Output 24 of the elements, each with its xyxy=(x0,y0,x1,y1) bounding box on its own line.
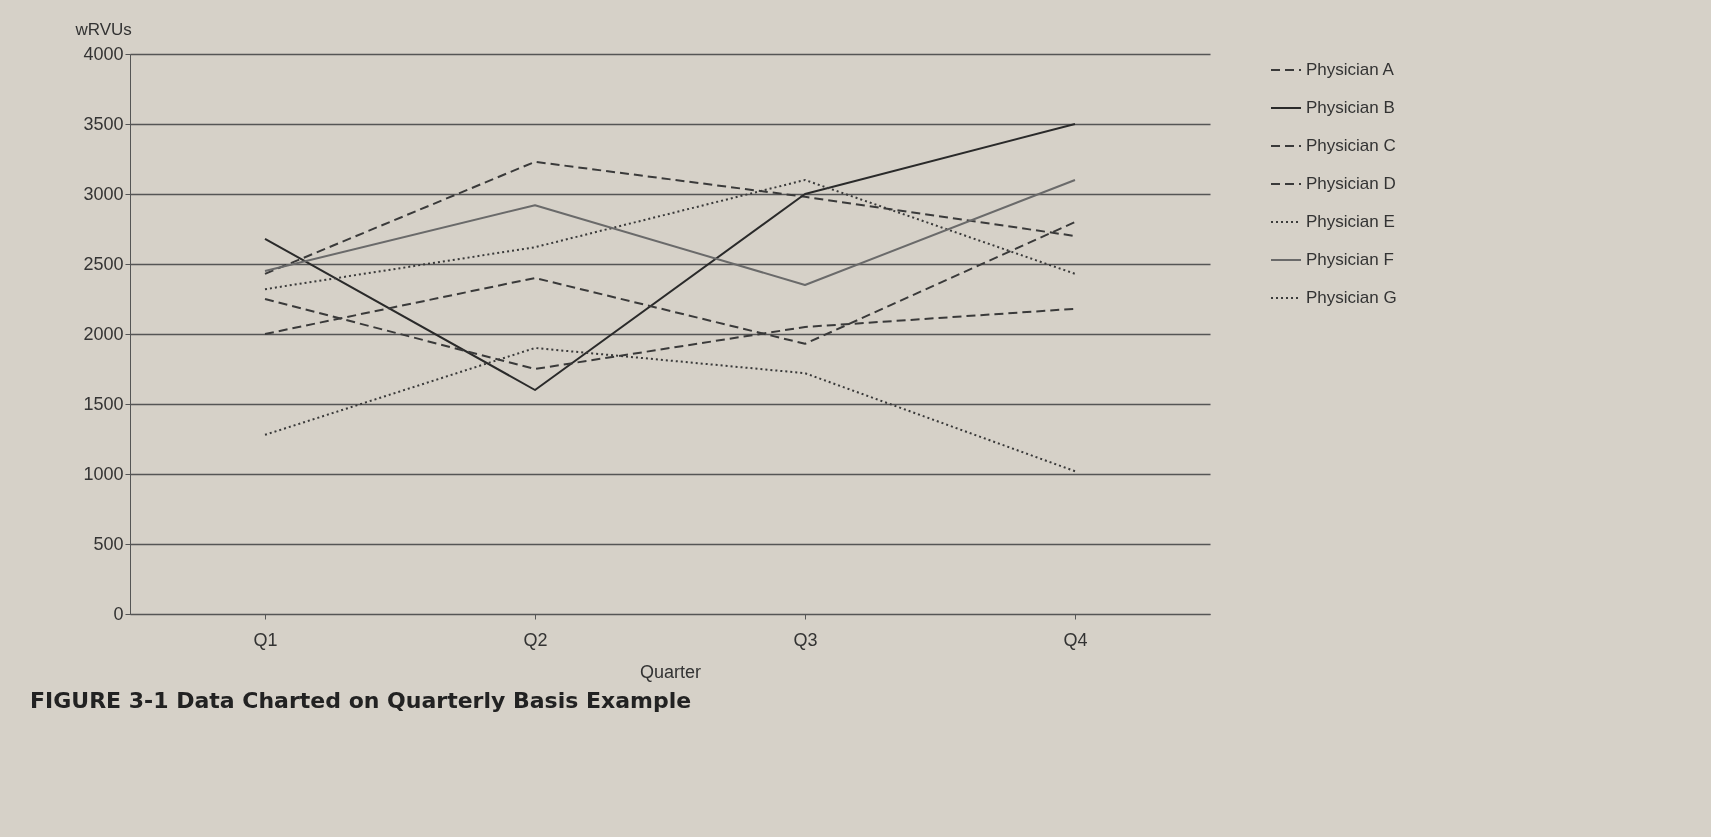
y-tick-label: 2500 xyxy=(83,253,124,274)
legend-label: Physician F xyxy=(1306,250,1394,269)
x-tick-label: Q1 xyxy=(253,629,278,650)
y-tick-label: 1500 xyxy=(83,393,124,414)
legend-label: Physician C xyxy=(1306,136,1396,155)
x-tick-label: Q3 xyxy=(793,629,818,650)
y-axis-title: wRVUs xyxy=(74,19,132,39)
y-tick-label: 3000 xyxy=(83,183,124,204)
text: FIGURE 3-1 Data Charted on Quarterly Basis Example xyxy=(30,688,692,713)
legend-label: Physician E xyxy=(1306,212,1395,231)
x-axis-title: Quarter xyxy=(639,661,702,682)
y-tick-label: 4000 xyxy=(83,43,124,64)
y-tick-label: 500 xyxy=(93,533,124,554)
legend-label: Physician D xyxy=(1306,174,1396,193)
legend-label: Physician A xyxy=(1306,60,1395,79)
legend-label: Physician B xyxy=(1306,98,1395,117)
y-tick-label: 1000 xyxy=(83,463,124,484)
x-tick-label: Q4 xyxy=(1063,629,1088,650)
x-tick-label: Q2 xyxy=(523,629,548,650)
y-tick-label: 0 xyxy=(113,603,124,624)
line-series xyxy=(264,123,1076,391)
y-tick-label: 2000 xyxy=(83,323,124,344)
y-tick-label: 3500 xyxy=(83,113,124,134)
legend-label: Physician G xyxy=(1306,288,1397,307)
